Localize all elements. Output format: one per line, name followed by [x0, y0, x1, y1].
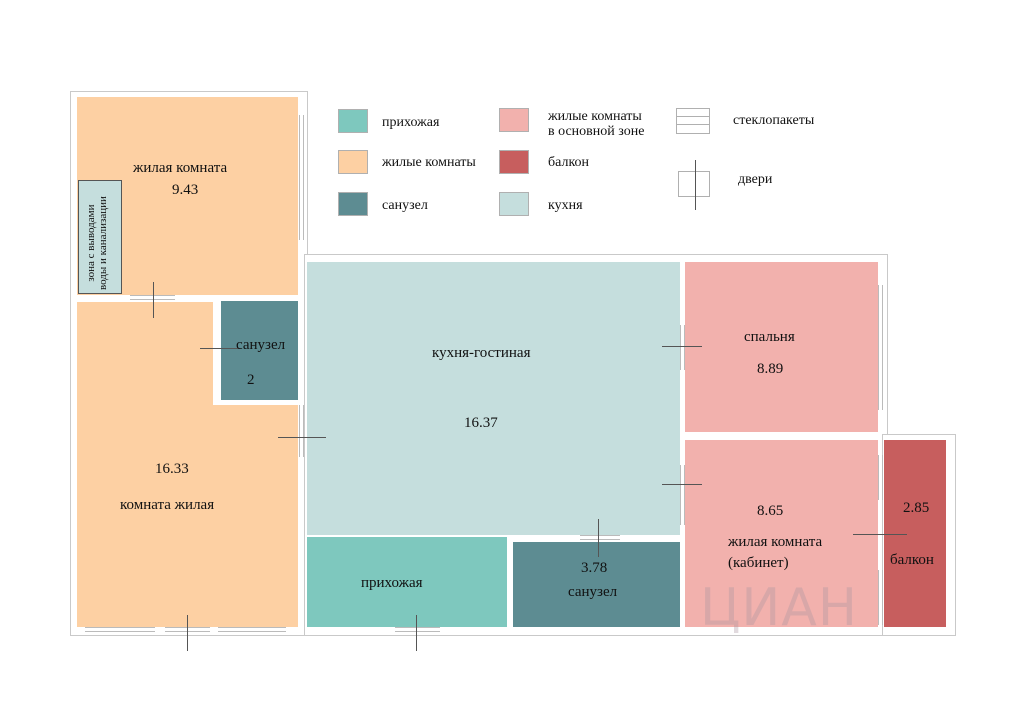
window [878, 285, 883, 410]
legend-label-doors: двери [738, 172, 773, 187]
door-mark [187, 615, 188, 651]
room-bath-small [221, 301, 298, 400]
window [85, 627, 155, 632]
door-mark [200, 348, 240, 349]
room-hall [307, 537, 507, 627]
room-bedroom [685, 262, 878, 432]
legend-swatch-hallway [338, 109, 368, 133]
legend-label-hallway: прихожая [382, 115, 440, 130]
legend-swatch-main-zone [499, 108, 529, 132]
window [299, 405, 304, 457]
legend-label-main-zone-line1: жилые комнаты [548, 109, 642, 124]
study-area: 8.65 [757, 503, 784, 519]
door-mark [416, 615, 417, 651]
bath-small-area: 2 [247, 372, 255, 388]
legend-swatch-bathroom [338, 192, 368, 216]
legend-label-living: жилые комнаты [382, 155, 476, 170]
legend-swatch-windows [676, 108, 710, 134]
room-kitchen-living [307, 262, 680, 535]
balcony-label: балкон [890, 552, 934, 568]
bedroom-label: спальня [744, 329, 795, 345]
living-big-area: 16.33 [155, 461, 189, 477]
door-mark [662, 484, 702, 485]
balcony-area: 2.85 [903, 500, 930, 516]
watermark-logo: ЦИАН [700, 578, 858, 638]
window [130, 295, 175, 300]
window [580, 535, 620, 540]
window [218, 627, 286, 632]
door-icon [695, 160, 696, 210]
room-bath-large [513, 542, 680, 627]
legend-swatch-living [338, 150, 368, 174]
door-mark [662, 346, 702, 347]
door-mark [853, 534, 907, 535]
bath-large-label: санузел [568, 584, 618, 600]
legend-label-main-zone-line2: в основной зоне [548, 123, 645, 139]
utility-zone-line1: зона с выводами [85, 204, 97, 282]
door-mark [598, 519, 599, 557]
window [680, 325, 685, 370]
window [299, 115, 304, 240]
legend-swatch-kitchen [499, 192, 529, 216]
living-big-label: комната жилая [120, 497, 215, 513]
legend-swatch-balcony [499, 150, 529, 174]
door-mark [278, 437, 326, 438]
window [878, 455, 883, 500]
legend-label-balcony: балкон [548, 155, 590, 170]
window [395, 627, 440, 632]
room-balcony [884, 440, 946, 627]
room-living-top-area: 9.43 [172, 182, 199, 198]
window [680, 465, 685, 525]
hall-label: прихожая [361, 575, 423, 591]
legend-swatch-doors [678, 171, 710, 197]
room-study [685, 440, 878, 627]
room-utility-zone [78, 180, 122, 294]
bedroom-area: 8.89 [757, 361, 784, 377]
room-living-top-label: жилая комната [133, 160, 228, 176]
legend-label-bathroom: санузел [382, 198, 428, 213]
kitchen-living-area: 16.37 [464, 415, 498, 431]
study-label-line1: жилая комната [728, 534, 823, 550]
kitchen-living-label: кухня-гостиная [432, 345, 531, 361]
study-label-line2: (кабинет) [728, 555, 789, 571]
legend-label-kitchen: кухня [548, 198, 583, 213]
bath-small-label: санузел [236, 337, 286, 353]
window [878, 570, 883, 625]
utility-zone-label: зона с выводами воды и канализации [85, 196, 109, 290]
door-mark [153, 282, 154, 318]
utility-zone-line2: воды и канализации [96, 196, 109, 290]
bath-large-area: 3.78 [581, 560, 608, 576]
legend-label-main-zone: жилые комнаты в основной зоне [548, 109, 645, 139]
legend-label-windows: стеклопакеты [733, 113, 815, 128]
